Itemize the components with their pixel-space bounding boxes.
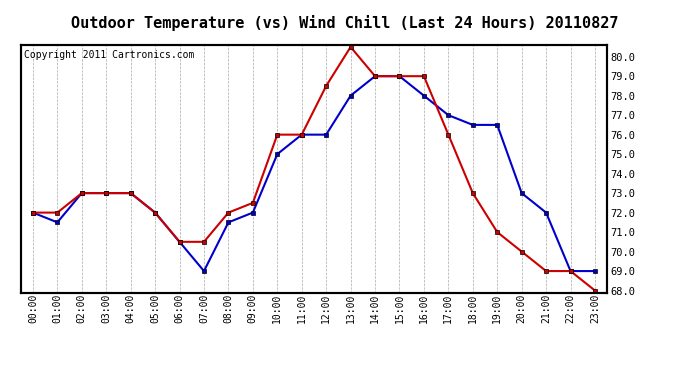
Text: Copyright 2011 Cartronics.com: Copyright 2011 Cartronics.com [23, 50, 194, 60]
Text: Outdoor Temperature (vs) Wind Chill (Last 24 Hours) 20110827: Outdoor Temperature (vs) Wind Chill (Las… [71, 15, 619, 31]
